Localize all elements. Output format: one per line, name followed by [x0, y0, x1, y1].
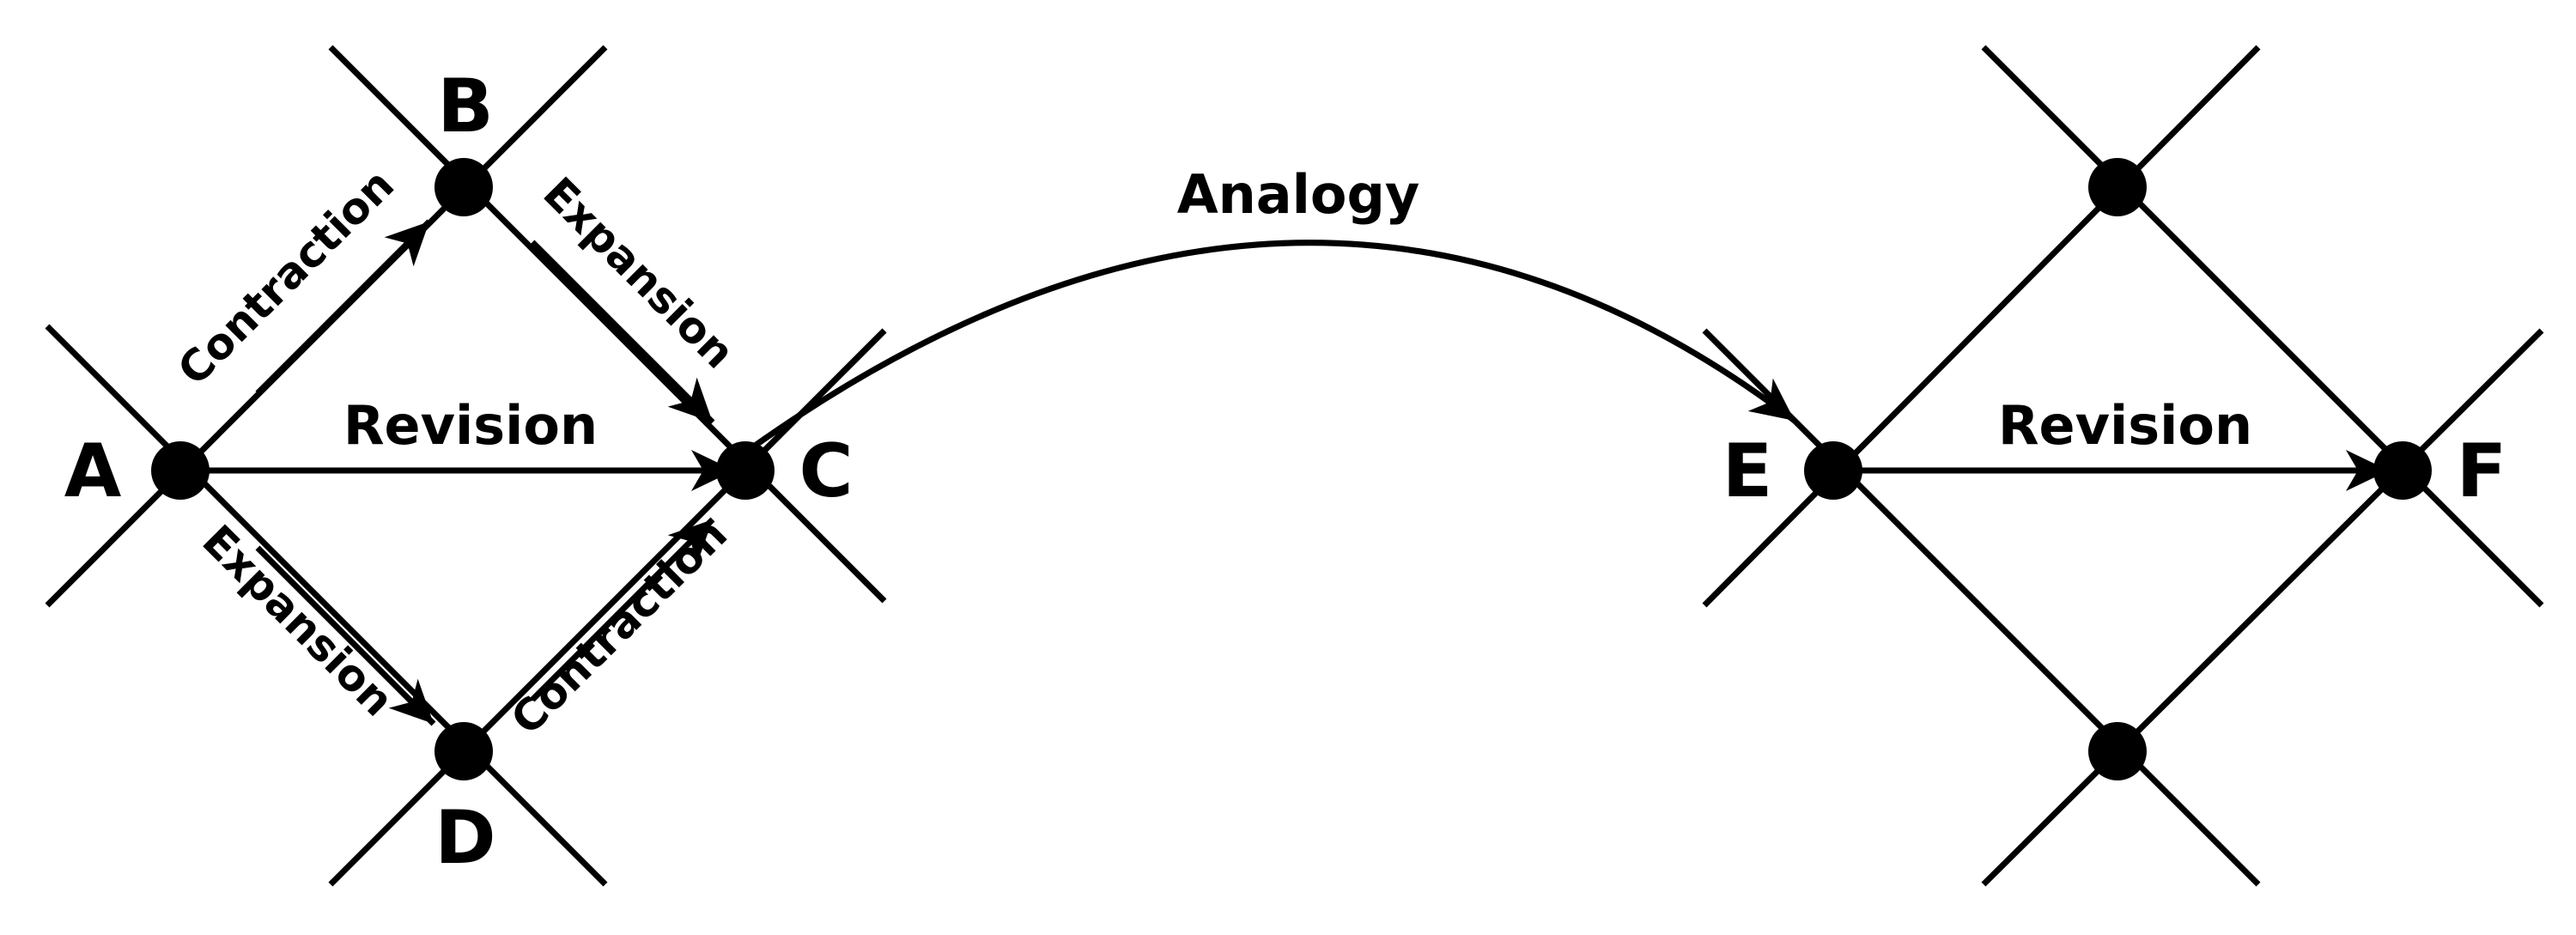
node-d [434, 722, 493, 780]
c-crossline [744, 328, 887, 471]
node-b [434, 158, 493, 216]
node-f [2373, 441, 2432, 500]
edge-c-e-arc [749, 240, 1797, 451]
line-e-bottom-extended [1702, 328, 2261, 887]
edge-a-d-arrow [255, 545, 436, 726]
line-f-top-extended [1981, 45, 2544, 608]
node-label-f: F [2457, 428, 2507, 514]
edge-b-c-arrow [530, 240, 715, 425]
edge-label-a-c: Revision [343, 394, 598, 457]
right-diamond: E F Revision [1702, 45, 2544, 887]
node-label-d: D [434, 795, 495, 881]
edge-a-b-arrow [255, 219, 432, 396]
edge-label-a-b: Contraction [168, 160, 404, 395]
node-bottom-right [2088, 722, 2147, 780]
node-e [1804, 441, 1862, 500]
node-label-b: B [437, 64, 494, 149]
edge-label-c-e: Analogy [1177, 163, 1420, 226]
node-label-c: C [799, 428, 853, 514]
line-b-c-extended [328, 45, 887, 604]
left-diamond: A B C D Revision Contraction Expansion E… [45, 45, 887, 887]
edge-d-c-arrow [530, 517, 715, 702]
node-top-right [2088, 158, 2147, 216]
edge-label-a-d: Expansion [193, 516, 404, 726]
line-f-bottom-extended [1981, 328, 2544, 887]
line-a-d-extended [45, 324, 608, 887]
node-label-e: E [1722, 428, 1773, 514]
node-label-a: A [64, 428, 122, 514]
line-e-top-extended [1702, 45, 2261, 608]
node-a [151, 441, 210, 500]
edge-label-d-c: Contraction [501, 509, 737, 744]
analogy-connector: Analogy [744, 163, 1797, 471]
edge-label-e-f: Revision [1998, 394, 2252, 457]
